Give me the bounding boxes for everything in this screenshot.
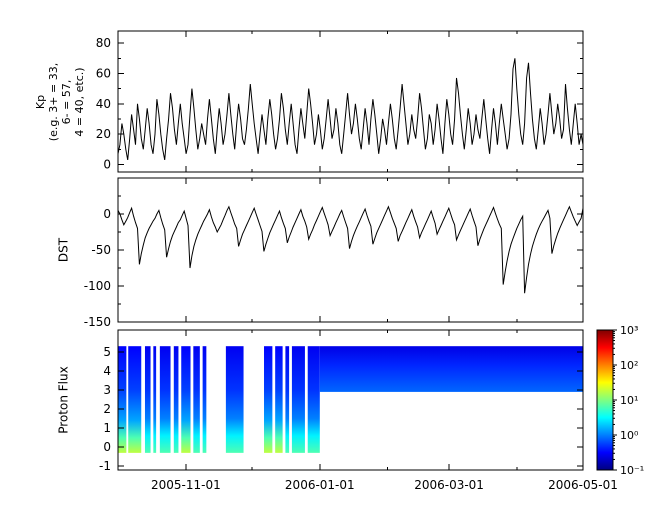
flux-column bbox=[144, 346, 151, 453]
flux-column bbox=[264, 346, 273, 453]
colorbar-tick-label: 10³ bbox=[620, 324, 638, 337]
dst-series-line bbox=[117, 205, 584, 294]
flux-ytick-label: 4 bbox=[103, 364, 111, 378]
kp-ytick-label: 40 bbox=[96, 97, 111, 111]
kp-ytick-label: 20 bbox=[96, 127, 111, 141]
flux-ytick-label: 0 bbox=[103, 440, 111, 454]
flux-ytick-label: -1 bbox=[99, 459, 111, 473]
dst-ytick-label: -50 bbox=[91, 243, 111, 257]
colorbar-tick-label: 10¹ bbox=[620, 394, 638, 407]
dst-panel: 0 -50 -100 -150 bbox=[84, 177, 584, 329]
kp-axis-label-line: (e.g. 3+ = 33, bbox=[47, 62, 60, 142]
flux-column bbox=[118, 346, 127, 453]
flux-column bbox=[285, 346, 290, 453]
flux-column bbox=[291, 346, 305, 453]
flux-ytick-label: 3 bbox=[103, 383, 111, 397]
dst-frame bbox=[117, 177, 584, 323]
flux-ytick-label: 5 bbox=[103, 345, 111, 359]
proton-flux-axis-label: Proton Flux bbox=[56, 366, 71, 434]
flux-ytick-label: 2 bbox=[103, 402, 111, 416]
flux-ytick-label: 1 bbox=[103, 421, 111, 435]
x-tick-label: 2006-05-01 bbox=[548, 478, 618, 492]
kp-axis-label: Kp (e.g. 3+ = 33, 6- = 57, 4 = 40, etc.) bbox=[34, 63, 86, 141]
colorbar bbox=[596, 329, 614, 471]
colorbar-tick-label: 10² bbox=[620, 359, 638, 372]
kp-axis-label-line: 4 = 40, etc.) bbox=[73, 67, 86, 137]
flux-column bbox=[225, 346, 244, 453]
flux-column bbox=[173, 346, 179, 453]
colorbar-tick-label: 10⁰ bbox=[620, 429, 639, 442]
flux-column bbox=[181, 346, 191, 453]
dst-ytick-label: 0 bbox=[103, 207, 111, 221]
x-tick-label: 2005-11-01 bbox=[151, 478, 221, 492]
flux-column bbox=[193, 346, 200, 453]
kp-ytick-label: 60 bbox=[96, 66, 111, 80]
flux-frame bbox=[117, 329, 584, 471]
flux-column bbox=[153, 346, 157, 453]
kp-axis-label-line: Kp bbox=[34, 94, 47, 110]
dst-ytick-label: -150 bbox=[84, 315, 111, 329]
x-tick-label: 2006-03-01 bbox=[414, 478, 484, 492]
kp-frame bbox=[117, 30, 584, 173]
kp-ytick-label: 0 bbox=[103, 157, 111, 171]
flux-band bbox=[319, 346, 583, 392]
kp-axis-label-line: 6- = 57, bbox=[60, 79, 73, 125]
flux-column bbox=[128, 346, 142, 453]
dst-axis-label: DST bbox=[56, 237, 71, 263]
kp-series-line bbox=[117, 58, 584, 160]
flux-column bbox=[275, 346, 283, 453]
flux-column bbox=[159, 346, 171, 453]
flux-column bbox=[202, 346, 207, 453]
kp-panel: 0 20 40 60 80 bbox=[96, 30, 584, 173]
kp-ytick-label: 80 bbox=[96, 36, 111, 50]
flux-panel: 5 4 3 2 1 0 -1 bbox=[99, 329, 584, 473]
dst-ytick-label: -100 bbox=[84, 279, 111, 293]
flux-column bbox=[307, 346, 320, 453]
x-tick-label: 2006-01-01 bbox=[285, 478, 355, 492]
proton-flux-heatmap bbox=[118, 346, 583, 453]
colorbar-tick-label: 10⁻¹ bbox=[620, 464, 644, 477]
